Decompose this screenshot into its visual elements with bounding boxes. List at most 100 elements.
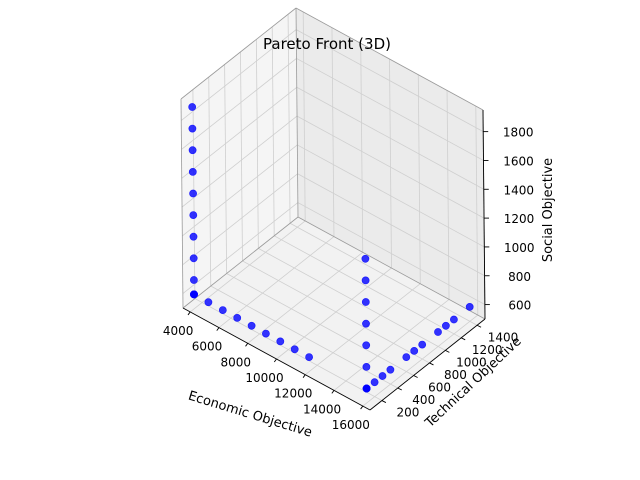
x-grid-floor-line — [189, 220, 306, 313]
data-point — [362, 341, 371, 350]
x-grid-back-line — [417, 74, 421, 284]
pane-edge — [295, 7, 299, 218]
z-tick-label: 600 — [508, 299, 531, 313]
pane-edge — [182, 216, 299, 309]
x-grid-floor-line — [333, 299, 450, 391]
x-tick-label: 10000 — [245, 371, 283, 385]
y-tick-label: 200 — [396, 406, 419, 420]
y-grid-floor-line — [258, 248, 446, 351]
data-point — [247, 321, 256, 330]
z-axis-line — [482, 109, 486, 320]
x-grid-floor-line — [362, 314, 479, 407]
z-tick-label: 1200 — [504, 212, 535, 226]
grid-lines — [180, 11, 486, 407]
y-tick-label: 400 — [412, 393, 435, 407]
data-point — [261, 329, 270, 338]
z-grid-back-line — [296, 115, 485, 219]
y-tick-label: 600 — [428, 380, 451, 394]
y-tick-mark — [397, 387, 402, 391]
z-tick-label: 1400 — [503, 183, 534, 197]
pane-edge — [297, 216, 486, 320]
data-point — [188, 103, 197, 111]
y-grid-side-line — [208, 77, 212, 287]
tick-marks — [187, 131, 490, 410]
data-point — [189, 254, 198, 263]
x-tick-mark — [245, 343, 249, 347]
x-grid-floor-line — [305, 283, 421, 376]
y-grid-floor-line — [226, 273, 414, 376]
x-grid-floor-line — [218, 236, 335, 328]
z-axis-label: Social Objective — [541, 158, 556, 262]
y-axis-line — [369, 318, 486, 411]
data-point — [378, 372, 387, 380]
z-grid-back-line — [297, 144, 485, 248]
y-tick-mark — [381, 400, 387, 403]
y-grid-side-line — [287, 14, 291, 224]
x-grid-back-line — [446, 90, 450, 300]
y-grid-floor-line — [194, 298, 383, 401]
y-tick-mark — [445, 349, 450, 353]
z-grid-side-line — [182, 202, 299, 294]
x-tick-label: 16000 — [332, 418, 370, 432]
data-point — [188, 124, 197, 133]
x-grid-back-line — [360, 43, 364, 253]
data-point — [402, 353, 411, 361]
data-point — [361, 298, 370, 306]
x-tick-label: 12000 — [274, 387, 312, 401]
axis-panes — [181, 8, 485, 410]
x-grid-back-line — [331, 27, 335, 237]
x-grid-floor-line — [276, 267, 392, 360]
x-grid-back-line — [302, 11, 306, 221]
pane-edge — [180, 7, 297, 100]
y-tick-mark — [429, 362, 434, 366]
data-point — [233, 313, 242, 322]
z-grid-back-line — [296, 86, 484, 190]
z-grid-side-line — [182, 173, 298, 266]
data-point — [410, 346, 419, 355]
data-point — [189, 276, 198, 284]
data-point — [290, 345, 299, 354]
z-grid-back-line — [297, 173, 485, 277]
data-point — [386, 365, 395, 374]
pane-edge — [295, 7, 484, 111]
y-tick-mark — [461, 337, 466, 341]
data-point — [188, 167, 197, 176]
z-grid-back-line — [296, 29, 484, 132]
x-tick-mark — [302, 374, 306, 378]
x-tick-mark — [331, 390, 335, 394]
data-point — [204, 298, 213, 307]
data-point — [276, 337, 285, 346]
data-point — [449, 315, 458, 324]
data-point — [188, 146, 197, 155]
y-tick-label: 1000 — [456, 355, 487, 369]
data-point — [370, 378, 379, 387]
data-point — [189, 232, 198, 241]
data-point — [361, 254, 370, 263]
data-point — [434, 328, 442, 336]
y-tick-label: 800 — [444, 368, 467, 382]
z-grid-side-line — [181, 115, 298, 208]
data-point — [362, 319, 370, 328]
pane-edge — [180, 98, 184, 309]
data-point — [190, 290, 198, 299]
y-tick-mark — [476, 324, 482, 328]
chart-title: Pareto Front (3D) — [263, 35, 391, 53]
x-tick-label: 8000 — [220, 355, 251, 369]
y-tick-mark — [413, 375, 418, 378]
z-grid-back-line — [297, 202, 486, 305]
data-point — [305, 353, 313, 361]
y-tick-label: 1200 — [472, 343, 503, 357]
x-tick-label: 14000 — [303, 402, 341, 416]
x-grid-floor-line — [247, 251, 363, 344]
y-grid-floor-line — [242, 260, 430, 364]
data-point — [465, 302, 474, 311]
y-grid-side-line — [224, 64, 228, 274]
z-tick-label: 1600 — [503, 154, 534, 168]
data-point — [218, 306, 227, 314]
y-grid-side-line — [255, 39, 259, 249]
y-grid-floor-line — [210, 285, 398, 389]
z-grid-side-line — [181, 86, 298, 179]
data-point — [189, 189, 197, 198]
x-tick-mark — [273, 358, 277, 363]
